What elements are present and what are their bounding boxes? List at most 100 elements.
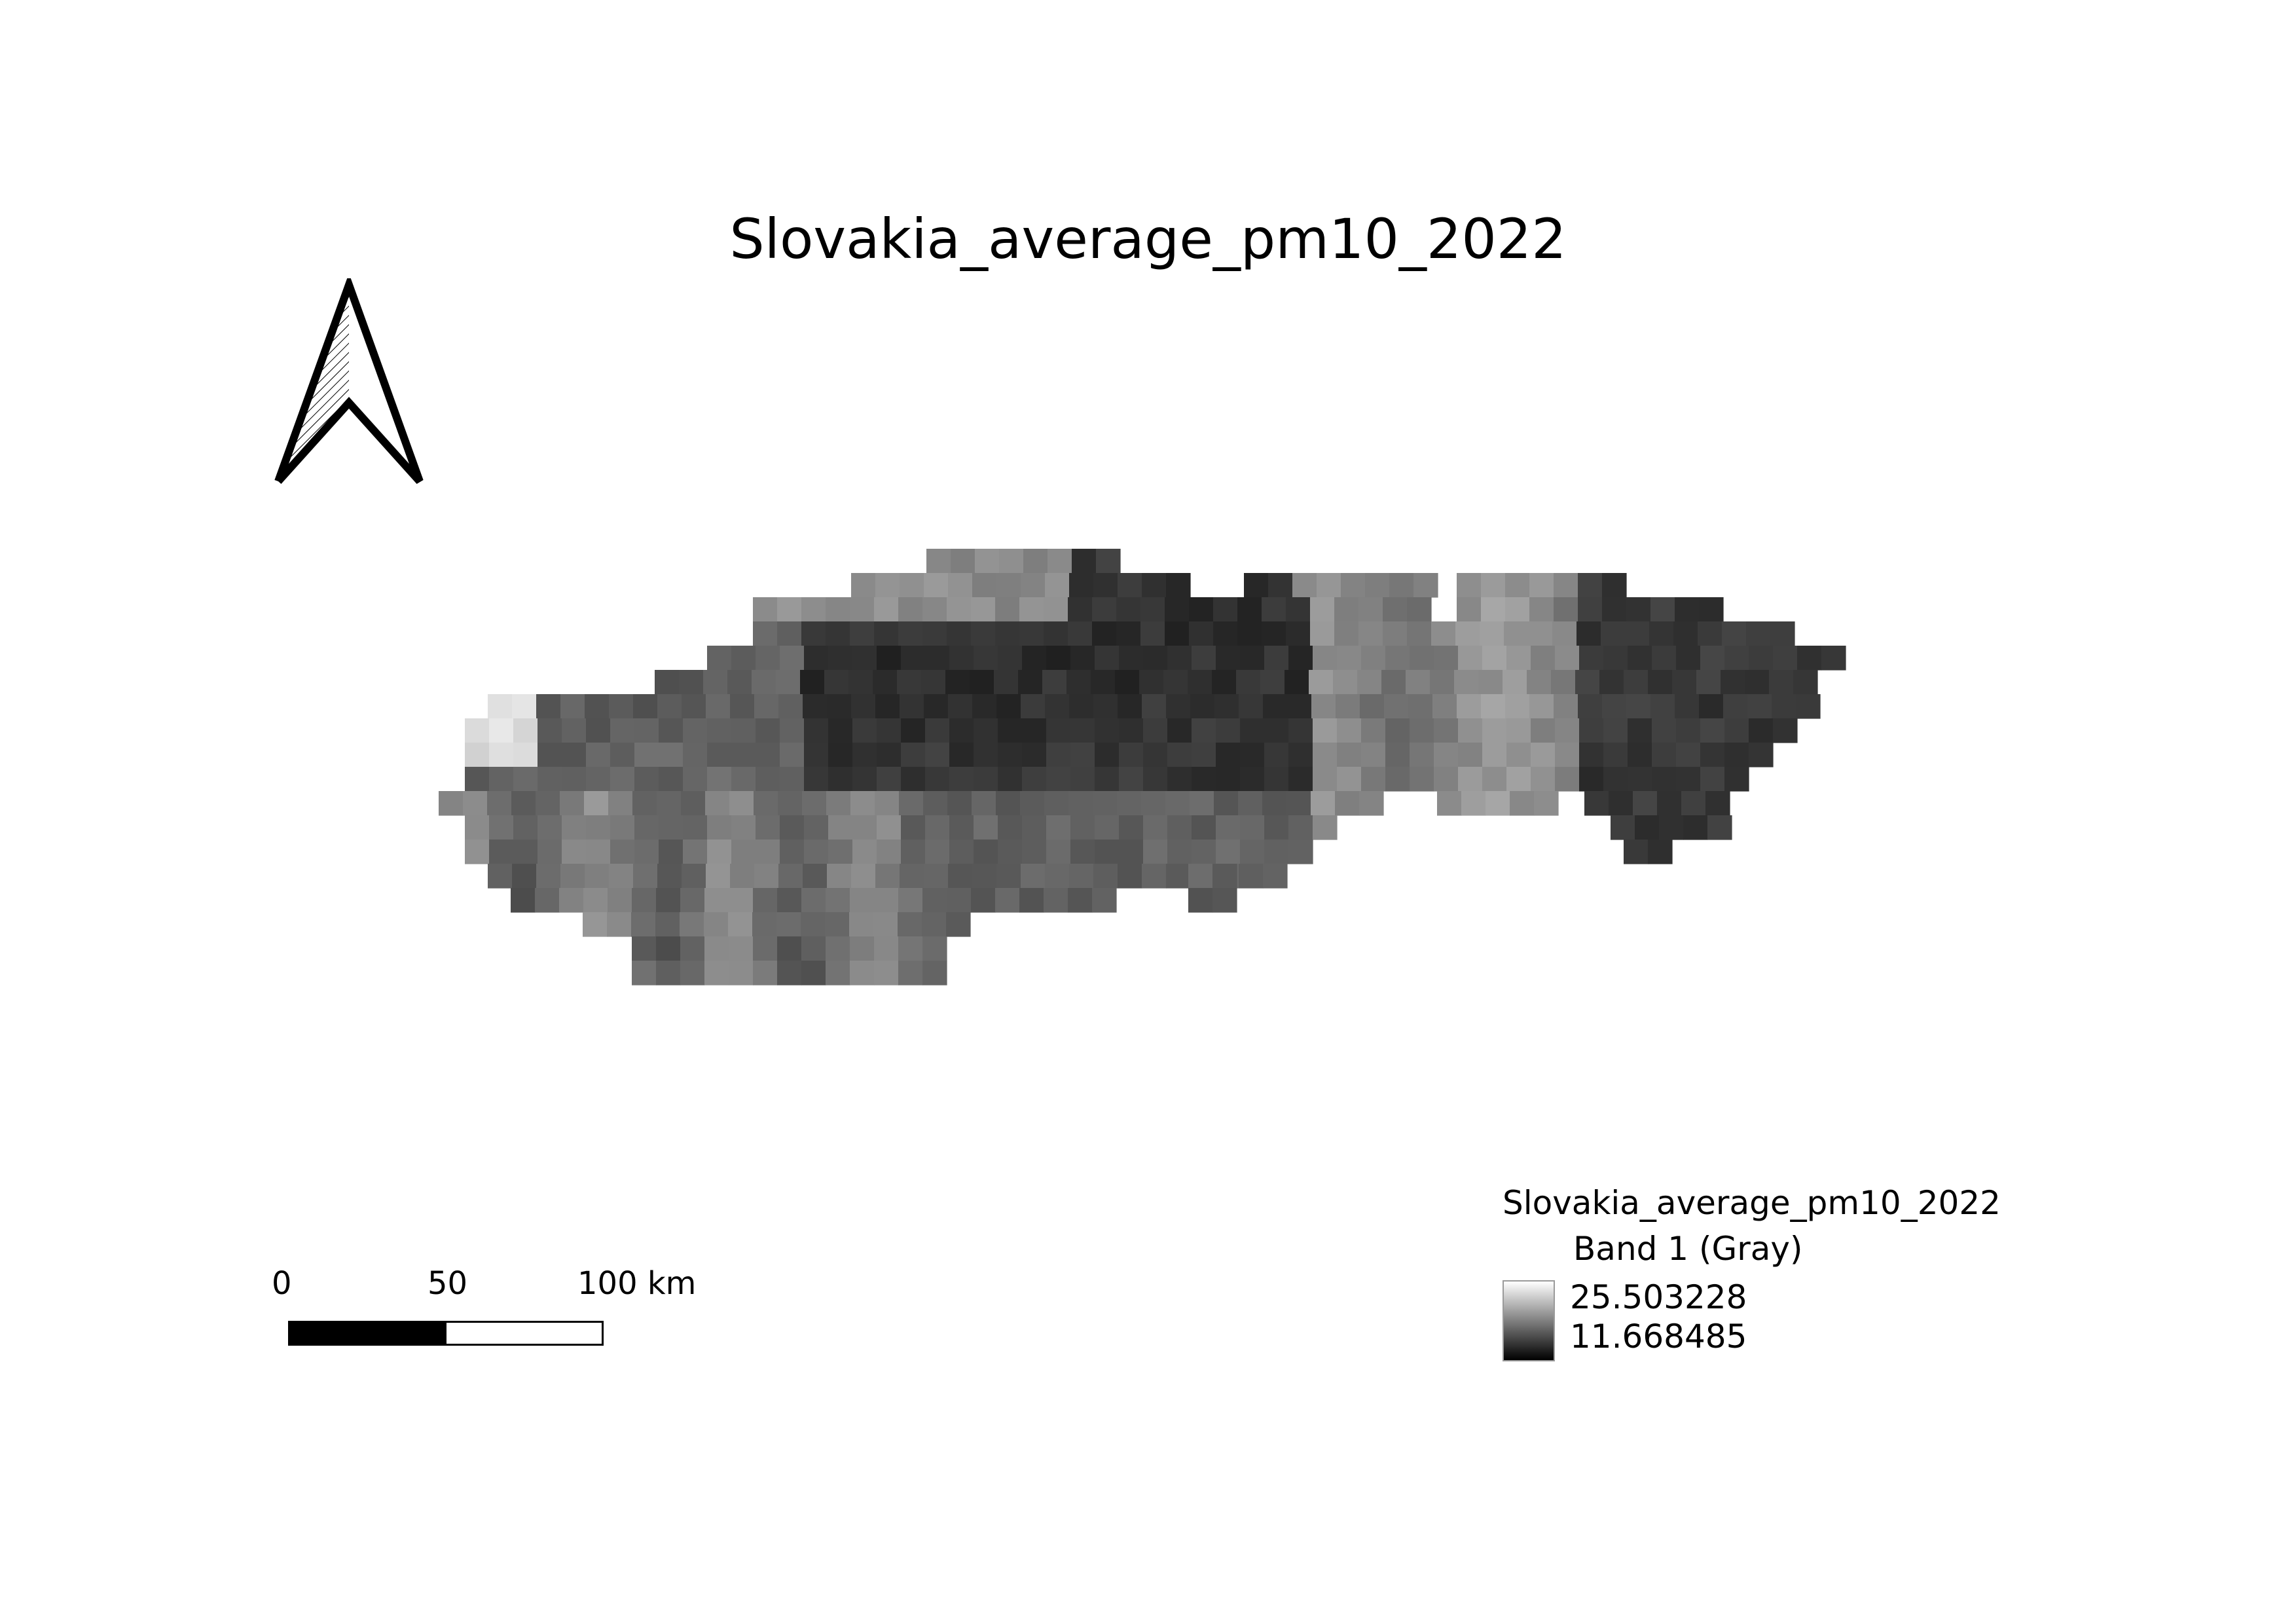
raster-cell (1628, 767, 1652, 792)
raster-cell (1018, 670, 1043, 695)
raster-cell (850, 791, 875, 816)
raster-cell (1189, 597, 1214, 622)
raster-cell (877, 767, 902, 792)
raster-cell (1019, 621, 1044, 646)
raster-cell (1359, 791, 1384, 816)
raster-cell (731, 743, 756, 767)
raster-cell (1044, 597, 1068, 622)
raster-cell (826, 791, 851, 816)
raster-cell (877, 646, 902, 671)
raster-cell (1683, 815, 1708, 840)
raster-cell (1724, 646, 1749, 671)
raster-cell (777, 621, 802, 646)
raster-cell (1237, 597, 1262, 622)
raster-cell (1240, 743, 1265, 767)
raster-cell (1264, 646, 1289, 671)
raster-cell (1044, 888, 1068, 913)
raster-cell (1797, 646, 1822, 671)
raster-cell (1068, 791, 1093, 816)
raster-cell (780, 840, 805, 864)
raster-cell (1457, 694, 1482, 719)
raster-cell (1554, 573, 1578, 598)
raster-cell (1167, 718, 1192, 743)
raster-cell (1335, 791, 1360, 816)
raster-cell (679, 670, 704, 695)
raster-cell (1625, 621, 1650, 646)
raster-cell (1095, 718, 1120, 743)
raster-cell (1603, 767, 1628, 792)
raster-cell (513, 718, 538, 743)
raster-cell (683, 840, 708, 864)
raster-cell (1746, 621, 1771, 646)
raster-cell (1310, 621, 1335, 646)
raster-cell (1287, 694, 1312, 719)
raster-cell (826, 888, 850, 913)
raster-cell (1579, 767, 1604, 792)
raster-cell (1142, 694, 1167, 719)
raster-cell (1262, 791, 1287, 816)
raster-cell (487, 791, 512, 816)
raster-cell (947, 791, 972, 816)
raster-cell (1262, 597, 1286, 622)
raster-cell (1070, 767, 1095, 792)
raster-cell (1506, 646, 1531, 671)
raster-cell (827, 864, 852, 889)
raster-cell (1288, 646, 1313, 671)
raster-cell (1286, 597, 1311, 622)
raster-cell (804, 840, 829, 864)
raster-cell (1165, 597, 1190, 622)
raster-cell (1554, 694, 1578, 719)
raster-cell (850, 888, 875, 913)
raster-cell (1770, 621, 1795, 646)
raster-cell (703, 670, 728, 695)
raster-cell (922, 912, 947, 937)
raster-cell (875, 864, 900, 889)
raster-cell (1579, 646, 1604, 671)
raster-cell (1432, 694, 1457, 719)
raster-cell (1214, 791, 1239, 816)
raster-cell (900, 694, 924, 719)
raster-cell (1046, 767, 1071, 792)
raster-cell (1165, 791, 1190, 816)
raster-cell (1408, 694, 1433, 719)
raster-cell (1239, 694, 1264, 719)
raster-cell (852, 815, 877, 840)
raster-cell (924, 864, 949, 889)
raster-cell (900, 573, 924, 598)
raster-cell (1793, 670, 1818, 695)
raster-cell (1360, 694, 1385, 719)
raster-cell (1381, 670, 1406, 695)
raster-cell (1334, 597, 1359, 622)
raster-cell (1672, 670, 1697, 695)
raster-cell (825, 912, 850, 937)
raster-cell (1676, 743, 1701, 767)
raster-cell (1292, 573, 1317, 598)
raster-cell (1264, 840, 1289, 864)
raster-cell (1142, 573, 1167, 598)
raster-cell (901, 767, 926, 792)
raster-cell (1696, 670, 1721, 695)
raster-cell (1167, 815, 1192, 840)
raster-cell (828, 646, 853, 671)
raster-cell (634, 815, 659, 840)
raster-cell (1458, 767, 1483, 792)
raster-cell (925, 743, 950, 767)
raster-cell (705, 791, 730, 816)
raster-cell (1192, 646, 1216, 671)
raster-cell (901, 646, 926, 671)
raster-cell (1119, 840, 1144, 864)
raster-cell (1650, 597, 1675, 622)
raster-cell (1555, 767, 1580, 792)
raster-cell (756, 743, 780, 767)
raster-cell (1657, 791, 1682, 816)
raster-cell (682, 864, 706, 889)
raster-cell (729, 936, 754, 961)
raster-cell (656, 888, 681, 913)
raster-cell (1311, 694, 1336, 719)
raster-cell (1555, 718, 1580, 743)
raster-cell (536, 864, 561, 889)
raster-cell (1070, 840, 1095, 864)
raster-cell (1046, 815, 1071, 840)
raster-cell (974, 767, 998, 792)
